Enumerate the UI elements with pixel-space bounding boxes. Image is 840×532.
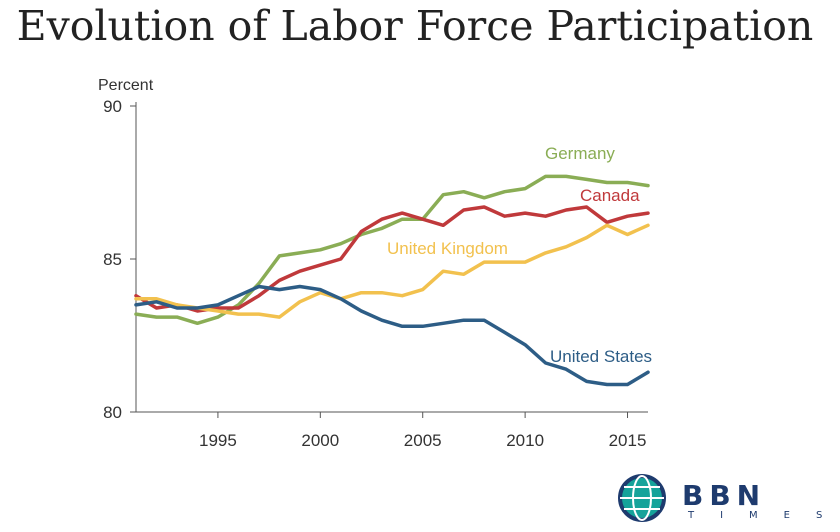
y-axis-label: Percent: [98, 77, 154, 94]
series-line-canada: [134, 205, 650, 313]
y-tick-label: 90: [103, 97, 122, 116]
x-tick-label: 2015: [609, 431, 647, 450]
series-label-germany: Germany: [545, 144, 615, 163]
logo-wordmark: BBN: [682, 479, 767, 512]
y-tick-label: 85: [103, 250, 122, 269]
chart-axes: Percent: [98, 77, 648, 413]
globe-logo-icon: [618, 474, 666, 522]
series-line-germany: [134, 174, 650, 326]
y-ticks: 80 85 90: [103, 97, 136, 422]
x-ticks: 1995 2000 2005 2010 2015: [199, 412, 646, 450]
y-tick-label: 80: [103, 403, 122, 422]
series-label-united-kingdom: United Kingdom: [387, 239, 508, 258]
series-labels: Germany Canada United Kingdom United States: [387, 144, 652, 366]
x-tick-label: 1995: [199, 431, 237, 450]
x-tick-label: 2005: [404, 431, 442, 450]
series-line-united-states: [134, 284, 650, 387]
series-lines: [134, 174, 650, 387]
series-label-united-states: United States: [550, 347, 652, 366]
page-title: Evolution of Labor Force Participation: [16, 2, 814, 50]
logo-subtext: TIMES: [688, 510, 840, 521]
x-tick-label: 2010: [506, 431, 544, 450]
series-line-united-kingdom: [134, 223, 650, 319]
x-tick-label: 2000: [301, 431, 339, 450]
series-label-canada: Canada: [580, 186, 640, 205]
